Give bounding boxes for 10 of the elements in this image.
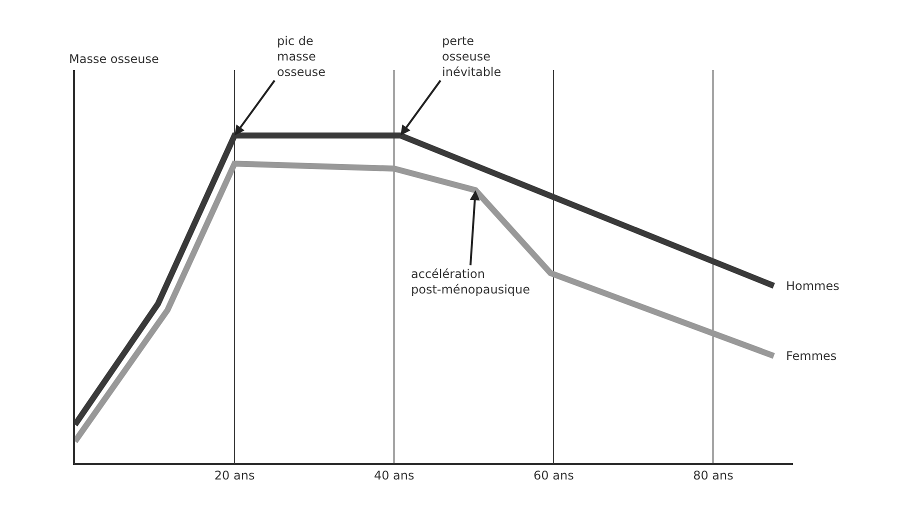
- annotation: accélération post-ménopausique: [411, 267, 530, 297]
- series-label: Hommes: [786, 279, 840, 293]
- x-tick-label: 60 ans: [534, 468, 574, 482]
- x-tick-label: 80 ans: [693, 468, 734, 482]
- text: Masse osseuse: [69, 52, 159, 66]
- x-tick-label: 20 ans: [214, 468, 255, 482]
- x-tick-label: 40 ans: [374, 468, 414, 482]
- series-label: Femmes: [786, 349, 837, 363]
- annotation: pic de masse osseuse: [277, 34, 326, 80]
- annotation: perte osseuse inévitable: [442, 34, 502, 80]
